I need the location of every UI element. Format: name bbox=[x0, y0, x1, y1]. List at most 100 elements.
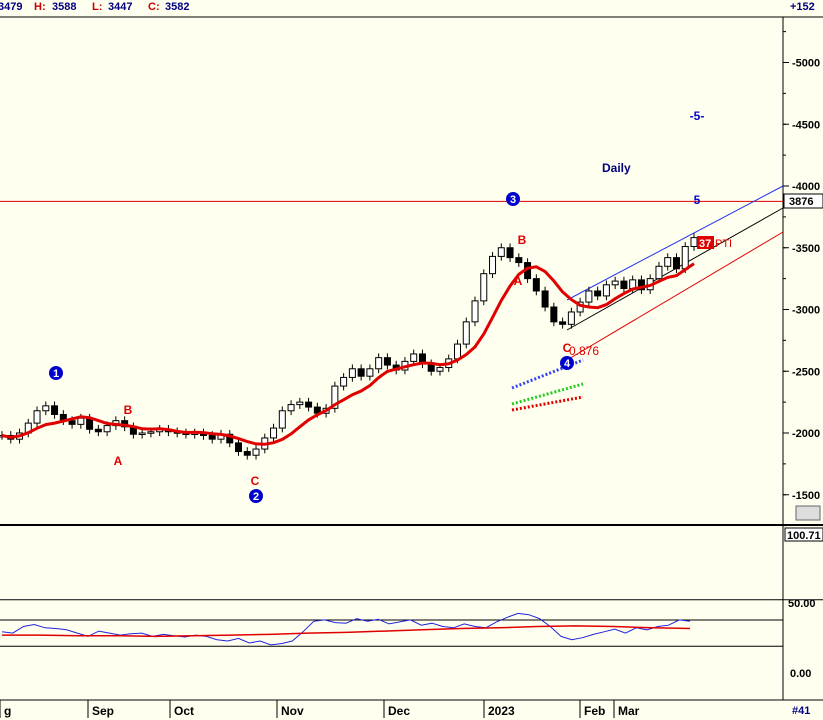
axes: -1500 -2000 -2500 -3000 -3500 -4000 -4500 -5000… bbox=[0, 31, 820, 718]
candle-body bbox=[672, 257, 680, 270]
candle-body bbox=[559, 321, 567, 325]
candle-body bbox=[664, 257, 672, 267]
hline-price-box bbox=[783, 193, 823, 209]
rsi-min-label: 0.00 bbox=[790, 668, 811, 680]
wave-label: B bbox=[518, 233, 527, 247]
candle-body bbox=[637, 279, 645, 291]
candle-body bbox=[611, 280, 619, 286]
x-tick-label: Dec bbox=[388, 704, 410, 718]
candle-body bbox=[103, 425, 111, 433]
close-value: 3582 bbox=[165, 1, 190, 13]
candle-body bbox=[506, 247, 514, 259]
pti-label: PTI bbox=[715, 238, 732, 250]
y-tick-label: -4000 bbox=[792, 181, 820, 193]
low-value: 3447 bbox=[108, 1, 133, 13]
candle-body bbox=[287, 404, 295, 412]
x-tick-label: Oct bbox=[174, 704, 194, 718]
candle-body bbox=[226, 433, 234, 444]
candle-body bbox=[550, 306, 558, 323]
candle-body bbox=[270, 427, 278, 439]
footer-label: #41 bbox=[792, 705, 810, 717]
y-tick-label: -5000 bbox=[792, 58, 820, 70]
wave-label: 5 bbox=[694, 193, 701, 207]
candle-body bbox=[541, 290, 549, 308]
pti-value: 37 bbox=[699, 238, 711, 250]
y-tick-label: -2500 bbox=[792, 366, 820, 378]
rsi-max-label: 100.71 bbox=[787, 530, 821, 542]
wave-labels: 1 2 3 4 5 -5- A B C A B C bbox=[49, 109, 704, 503]
trend-line bbox=[1, 262, 695, 446]
wave-circle bbox=[49, 366, 63, 380]
x-tick-label: Feb bbox=[584, 704, 605, 718]
y-tick-label: -3000 bbox=[792, 305, 820, 317]
candle-body bbox=[147, 431, 155, 434]
candle-body bbox=[51, 405, 59, 415]
x-tick-label: g bbox=[4, 704, 11, 718]
wave-label: A bbox=[114, 454, 123, 468]
candle-body bbox=[235, 442, 243, 453]
candle-body bbox=[305, 401, 313, 408]
candle-body bbox=[532, 278, 540, 292]
channel-upper bbox=[566, 185, 784, 301]
y-tick-label: -3500 bbox=[792, 243, 820, 255]
candle-body bbox=[690, 237, 698, 248]
candle-body bbox=[410, 353, 418, 362]
close-label: C: bbox=[148, 1, 160, 13]
candle-body bbox=[331, 385, 339, 409]
high-label: H: bbox=[34, 1, 46, 13]
rsi-line bbox=[1, 612, 691, 646]
candle-body bbox=[77, 417, 85, 425]
open-value: 3479 bbox=[0, 1, 23, 13]
candle-body bbox=[357, 368, 365, 377]
candle-body bbox=[138, 432, 146, 435]
candle-body bbox=[515, 257, 523, 264]
wave-label: 4 bbox=[564, 358, 571, 370]
projection-red bbox=[511, 395, 584, 412]
candle-body bbox=[340, 376, 348, 387]
candle-body bbox=[462, 321, 470, 345]
low-label: L: bbox=[92, 1, 103, 13]
candle-body bbox=[278, 410, 286, 429]
candle-body bbox=[489, 255, 497, 275]
candle-body bbox=[436, 367, 444, 372]
candle-body bbox=[33, 410, 41, 424]
candle-body bbox=[497, 247, 505, 257]
candle-body bbox=[453, 343, 461, 360]
candle-body bbox=[602, 284, 610, 297]
candle-body bbox=[243, 451, 251, 456]
wave-label: 2 bbox=[253, 491, 259, 503]
channel-lower bbox=[566, 231, 784, 361]
chart-title: Daily bbox=[602, 161, 631, 175]
y-tick-label: -4500 bbox=[792, 119, 820, 131]
y-tick-label: -2000 bbox=[792, 428, 820, 440]
fib-label: 0.876 bbox=[569, 344, 599, 358]
candle-body bbox=[620, 280, 628, 290]
wave-label: 3 bbox=[510, 194, 516, 206]
scale-toggle-button[interactable] bbox=[795, 505, 821, 521]
rsi-series bbox=[0, 599, 823, 647]
ohlc-header: 3479 H: 3588 L: 3447 C: 3582 +152 bbox=[0, 0, 823, 16]
wave-label: -5- bbox=[690, 109, 705, 123]
pti-badge bbox=[697, 236, 714, 249]
candle-body bbox=[594, 290, 602, 297]
wave-circle bbox=[506, 192, 520, 206]
hline-price-label: 3876 bbox=[789, 196, 813, 208]
wave-label: A bbox=[514, 274, 523, 288]
projection-green bbox=[511, 382, 584, 406]
wave-circle bbox=[249, 489, 263, 503]
wave-circle bbox=[560, 356, 574, 370]
y-tick-label: -1500 bbox=[792, 490, 820, 502]
wave-label: B bbox=[124, 403, 133, 417]
rsi-signal-line bbox=[2, 625, 691, 638]
x-tick-label: Sep bbox=[92, 704, 114, 718]
candle-body bbox=[252, 448, 260, 456]
wave-label: C bbox=[251, 474, 260, 488]
candle-body bbox=[348, 368, 356, 378]
high-value: 3588 bbox=[52, 1, 77, 13]
change-value: +152 bbox=[790, 1, 815, 13]
price-series bbox=[0, 185, 784, 460]
candle-body bbox=[94, 428, 102, 433]
wave-label: C bbox=[563, 341, 572, 355]
